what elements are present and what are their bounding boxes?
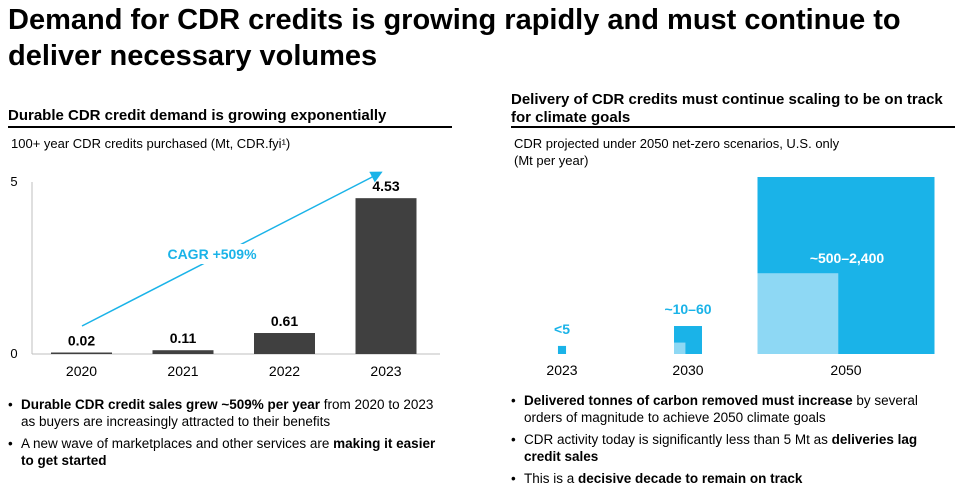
bullet-text: CDR activity today is significantly less… bbox=[524, 432, 832, 447]
right-bullet-item: • Delivered tonnes of carbon removed must… bbox=[511, 392, 951, 426]
y-tick-label: 5 bbox=[10, 174, 17, 189]
bar-value-label: 0.02 bbox=[68, 333, 95, 349]
bullet-text: This is a bbox=[524, 471, 579, 486]
projection-square-chart: <5 2023 ~10–60 2030 ~500–2,400 2050 bbox=[546, 177, 935, 378]
bar-2023 bbox=[355, 198, 417, 354]
bullet-text: from 2020 to 2023 as buyers are increasi… bbox=[21, 397, 434, 429]
demand-bar-chart: 5 0 0.02 2020 0.11 2021 0.61 2022 4.53 2023 CAG… bbox=[10, 171, 440, 379]
y-tick-label: 0 bbox=[10, 346, 17, 361]
bullet-glyph: • bbox=[511, 432, 516, 447]
bullet-glyph: • bbox=[511, 393, 516, 408]
left-section-title: Durable CDR credit demand is growing exp… bbox=[8, 107, 387, 124]
right-bullet-item: • CDR activity today is significantly les… bbox=[511, 431, 951, 465]
square-low-2050 bbox=[757, 273, 839, 354]
cagr-annotation: CAGR +509% bbox=[167, 246, 257, 262]
x-tick-label: 2022 bbox=[269, 363, 300, 379]
right-bullet-item: • This is a decisive decade to remain on … bbox=[511, 470, 951, 487]
bar-value-label: 0.11 bbox=[170, 330, 197, 346]
bar-2021 bbox=[152, 350, 214, 354]
left-bullet-item: • Durable CDR credit sales grew ~509% per… bbox=[8, 396, 448, 430]
bullet-text: by several orders of magnitude to achiev… bbox=[524, 393, 918, 425]
bar-2022 bbox=[254, 333, 315, 354]
square-high-2023 bbox=[557, 345, 567, 354]
cagr-label-background bbox=[159, 244, 265, 264]
right-section-title: Delivery of CDR credits must continue sc… bbox=[511, 91, 943, 126]
bar-2020 bbox=[51, 352, 112, 354]
bullet-glyph: • bbox=[8, 397, 13, 412]
right-chart-subtitle-line1: CDR projected under 2050 net-zero scenar… bbox=[514, 136, 840, 151]
bar-value-label: 0.61 bbox=[271, 313, 298, 329]
square-low-2030 bbox=[674, 342, 686, 354]
left-section-rule bbox=[8, 126, 452, 128]
square-value-label: <5 bbox=[554, 321, 570, 337]
bullet-bold-text: deliveries lag credit sales bbox=[524, 432, 918, 464]
right-section-rule bbox=[511, 126, 955, 128]
x-tick-label: 2050 bbox=[830, 362, 861, 378]
x-tick-label: 2020 bbox=[66, 363, 97, 379]
bullet-bold-text: Delivered tonnes of carbon removed must … bbox=[524, 393, 853, 408]
bullet-bold-text: making it easier to get started bbox=[21, 436, 436, 468]
bar-value-label: 4.53 bbox=[372, 178, 399, 194]
bullet-text: A new wave of marketplaces and other ser… bbox=[21, 436, 334, 451]
left-bullet-list: • Durable CDR credit sales grew ~509% per… bbox=[8, 396, 448, 474]
bullet-glyph: • bbox=[8, 436, 13, 451]
square-value-label: ~500–2,400 bbox=[810, 250, 885, 266]
left-chart-subtitle: 100+ year CDR credits purchased (Mt, CDR… bbox=[11, 136, 291, 151]
x-tick-label: 2023 bbox=[370, 363, 401, 379]
right-chart-subtitle-line2: (Mt per year) bbox=[514, 153, 589, 168]
bullet-bold-text: decisive decade to remain on track bbox=[578, 471, 803, 486]
page-title: Demand for CDR credits is growing rapidl… bbox=[8, 4, 901, 72]
right-bullet-list: • Delivered tonnes of carbon removed must… bbox=[511, 392, 951, 492]
square-value-label: ~10–60 bbox=[664, 301, 711, 317]
bullet-bold-text: Durable CDR credit sales grew ~509% per … bbox=[21, 397, 321, 412]
x-tick-label: 2023 bbox=[546, 362, 577, 378]
left-bullet-item: • A new wave of marketplaces and other se… bbox=[8, 435, 448, 469]
x-tick-label: 2030 bbox=[672, 362, 703, 378]
x-tick-label: 2021 bbox=[167, 363, 198, 379]
bullet-glyph: • bbox=[511, 471, 516, 486]
